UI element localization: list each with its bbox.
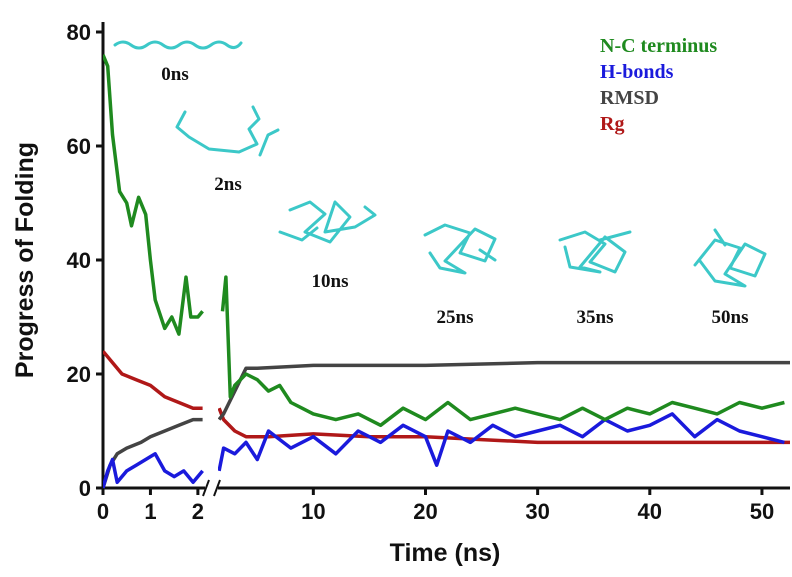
x-tick-label: 40 [638,499,662,524]
y-axis-title: Progress of Folding [11,142,39,378]
x-axis-title: Time (ns) [390,539,501,567]
legend-label: N-C terminus [600,35,717,57]
x-tick-label: 30 [525,499,549,524]
legend-label: H-bonds [600,61,674,83]
y-tick-label: 80 [67,20,91,45]
series-line [103,350,203,410]
series-line [220,275,785,428]
annotation: 50ns [712,307,749,328]
legend-label: RMSD [600,87,659,109]
legend-label: Rg [600,113,624,135]
axis-break [202,479,210,497]
x-tick-label: 0 [97,499,109,524]
annotation: 0ns [161,64,188,85]
y-tick-label: 60 [67,134,91,159]
series-line [103,452,204,489]
y-tick-label: 0 [79,476,91,501]
x-tick-label: 2 [192,499,204,524]
x-tick-label: 20 [413,499,437,524]
annotation: 10ns [312,271,349,292]
series-line [218,407,790,445]
series-line [218,360,790,421]
x-tick-label: 1 [144,499,156,524]
series-line [103,54,204,336]
annotation: 2ns [214,174,241,195]
series-line [218,412,785,472]
y-tick-label: 40 [67,248,91,273]
y-tick-label: 20 [67,362,91,387]
x-tick-label: 10 [301,499,325,524]
x-tick-label: 50 [750,499,774,524]
protein-images [113,40,767,288]
axis-break [213,479,221,497]
annotation: 25ns [437,307,474,328]
annotation: 35ns [577,307,614,328]
